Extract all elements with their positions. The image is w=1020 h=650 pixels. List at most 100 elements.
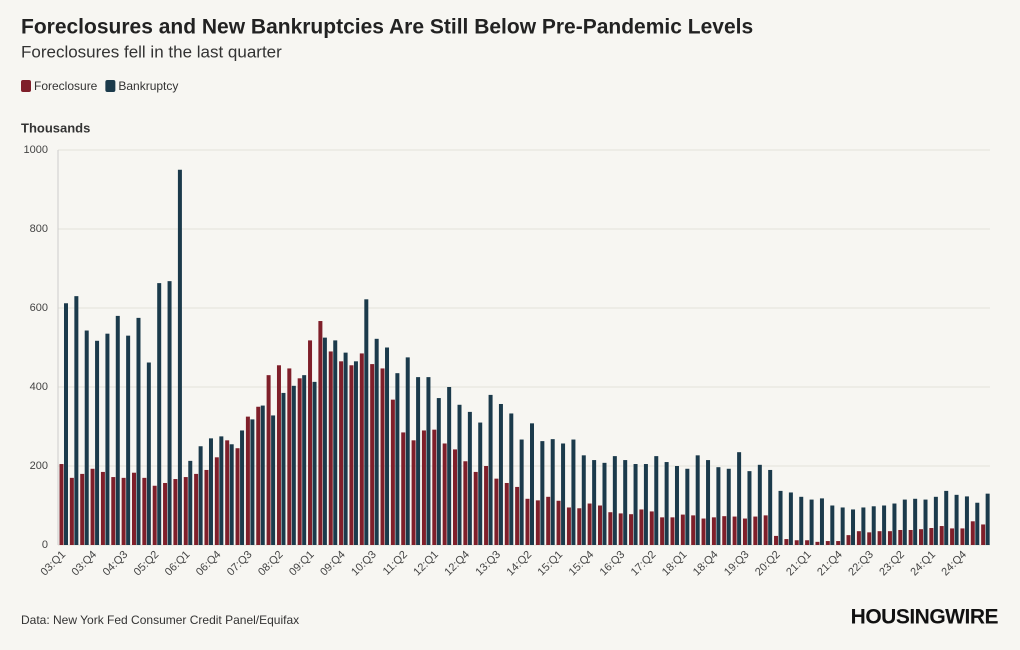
bar — [504, 482, 509, 545]
chart-title: Foreclosures and New Bankruptcies Are St… — [21, 16, 753, 39]
bar — [747, 471, 752, 545]
bar — [908, 529, 913, 545]
x-tick-label: 09:Q4 — [318, 549, 348, 579]
bar — [629, 514, 634, 545]
bar — [484, 466, 489, 545]
bar — [660, 517, 665, 545]
bar — [581, 455, 586, 545]
legend-swatch — [21, 80, 31, 92]
bar — [871, 506, 876, 545]
bar — [985, 493, 990, 545]
bar — [763, 515, 768, 545]
bar — [245, 416, 250, 545]
bar — [851, 509, 856, 545]
bar — [405, 357, 410, 545]
bar — [173, 479, 178, 545]
bar — [359, 353, 364, 545]
bar — [722, 516, 727, 545]
bar — [535, 500, 540, 545]
bar — [297, 378, 302, 545]
bar — [960, 528, 965, 545]
y-tick-label: 0 — [42, 539, 48, 551]
bar — [799, 496, 804, 545]
bar — [100, 471, 105, 545]
bar — [902, 499, 907, 545]
bar — [933, 496, 938, 545]
bar — [726, 468, 731, 545]
bar — [457, 404, 462, 545]
bar — [954, 494, 959, 545]
bar — [69, 477, 74, 545]
chart-subtitle: Foreclosures fell in the last quarter — [21, 42, 282, 61]
x-tick-label: 17:Q2 — [629, 549, 659, 579]
bar — [882, 505, 887, 545]
bar — [276, 365, 281, 545]
bar — [281, 392, 286, 545]
x-tick-label: 12:Q1 — [411, 549, 441, 579]
bar — [59, 464, 64, 545]
bar — [157, 283, 162, 545]
bar — [530, 423, 534, 545]
x-tick-label: 09:Q1 — [287, 549, 317, 579]
bar — [691, 515, 696, 545]
bar — [674, 466, 679, 545]
bar — [214, 457, 219, 545]
bar — [308, 340, 313, 545]
bar — [753, 516, 758, 545]
x-tick-label: 15:Q1 — [536, 549, 566, 579]
bar — [256, 406, 261, 545]
bar — [608, 512, 613, 545]
bar — [825, 541, 830, 545]
bar — [235, 448, 240, 545]
bar — [453, 449, 458, 545]
bar — [950, 528, 955, 545]
bar — [815, 541, 820, 545]
bar — [550, 439, 555, 545]
bar — [587, 503, 592, 545]
bar — [649, 511, 654, 545]
bar — [312, 381, 317, 545]
bar — [121, 477, 126, 545]
bar — [90, 468, 95, 545]
legend-swatch — [105, 80, 116, 92]
bar — [105, 333, 110, 545]
bar — [401, 432, 406, 545]
legend-label: Foreclosure — [34, 79, 98, 93]
bar — [964, 496, 969, 545]
bar — [784, 539, 789, 545]
bar — [566, 507, 571, 545]
bar — [136, 317, 141, 545]
x-tick-label: 05:Q2 — [132, 549, 162, 579]
bar — [432, 429, 437, 545]
bar — [291, 385, 296, 545]
bar — [774, 535, 779, 545]
bar — [867, 532, 872, 545]
bar — [74, 296, 79, 545]
bar — [981, 524, 986, 545]
bar — [639, 509, 644, 545]
bar — [385, 347, 390, 545]
bar — [380, 368, 385, 545]
bar — [540, 441, 545, 545]
bar — [836, 541, 841, 545]
x-tick-label: 10:Q3 — [349, 549, 379, 579]
bar — [416, 377, 421, 545]
bar — [794, 540, 799, 545]
x-tick-label: 03:Q4 — [70, 549, 100, 579]
bar — [919, 529, 924, 545]
bar — [80, 473, 85, 545]
bar — [602, 462, 607, 545]
bar — [183, 477, 188, 545]
bar — [898, 529, 903, 545]
bar — [146, 362, 151, 545]
bar — [975, 502, 980, 545]
y-tick-label: 1000 — [24, 144, 48, 156]
bar — [390, 399, 395, 545]
x-tick-label: 24:Q4 — [939, 549, 969, 579]
bar — [353, 361, 358, 545]
bar — [757, 464, 762, 545]
bar — [515, 486, 520, 545]
bar — [115, 315, 120, 545]
bar — [364, 299, 369, 545]
bar — [830, 505, 835, 545]
